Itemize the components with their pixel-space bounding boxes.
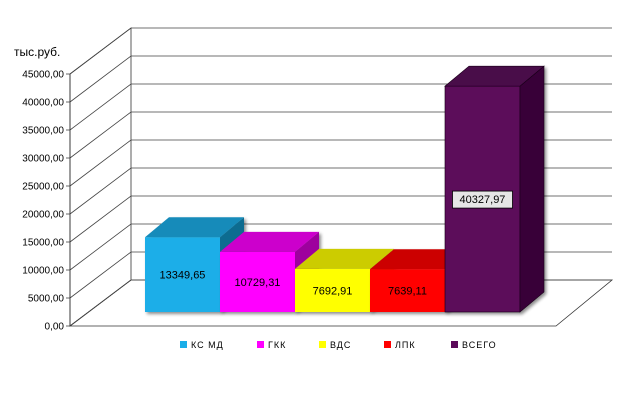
bar-front xyxy=(295,268,370,312)
y-tick-label: 35000,00 xyxy=(22,126,64,137)
y-tick-label: 15000,00 xyxy=(22,238,64,249)
y-tick-label: 45000,00 xyxy=(22,70,64,81)
value-label-2: 10729,31 xyxy=(235,277,281,289)
y-tick-label: 40000,00 xyxy=(22,98,64,109)
legend: КС МД ГКК ВДС ЛПК ВСЕГО xyxy=(180,340,497,350)
bar-front xyxy=(145,237,220,312)
y-tick-label: 0,00 xyxy=(45,322,65,333)
legend-label-3: ВДС xyxy=(330,340,351,350)
value-label-4: 7639,11 xyxy=(388,286,427,298)
bar-5 xyxy=(444,65,545,313)
bar-top xyxy=(220,231,319,252)
value-label-1: 13349,65 xyxy=(160,270,206,282)
value-label-5: 40327,97 xyxy=(460,194,506,206)
legend-swatch-1 xyxy=(180,341,187,348)
bar-side xyxy=(519,65,545,313)
value-label-3: 7692,91 xyxy=(313,285,353,297)
gridline xyxy=(69,55,612,103)
y-axis: 0,00 5000,00 10000,00 15000,00 20000,00 25000… xyxy=(22,70,71,333)
legend-swatch-2 xyxy=(257,341,264,348)
bar-front xyxy=(220,251,295,312)
bars xyxy=(145,65,545,313)
y-tick-label: 5000,00 xyxy=(28,294,65,305)
y-tick-label: 25000,00 xyxy=(22,182,64,193)
legend-swatch-5 xyxy=(451,341,458,348)
legend-label-5: ВСЕГО xyxy=(462,340,497,350)
y-tick-label: 20000,00 xyxy=(22,210,64,221)
legend-swatch-4 xyxy=(384,341,391,348)
y-tick-label: 10000,00 xyxy=(22,266,64,277)
legend-label-1: КС МД xyxy=(191,340,224,350)
total-label-box xyxy=(452,190,513,209)
legend-label-4: ЛПК xyxy=(395,340,416,350)
bar-top xyxy=(145,217,244,238)
y-axis-unit-label: тыс.руб. xyxy=(14,45,60,59)
bar-top xyxy=(295,248,394,269)
gridline xyxy=(69,27,612,75)
bar-front xyxy=(370,269,445,312)
legend-swatch-3 xyxy=(319,341,326,348)
y-tick-label: 30000,00 xyxy=(22,154,64,165)
data-labels: 13349,65 10729,31 7692,91 7639,11 40327,97 xyxy=(160,190,513,298)
bar-top xyxy=(370,249,469,270)
legend-label-2: ГКК xyxy=(268,340,286,350)
bar-top xyxy=(444,65,545,87)
side-wall xyxy=(69,27,132,327)
